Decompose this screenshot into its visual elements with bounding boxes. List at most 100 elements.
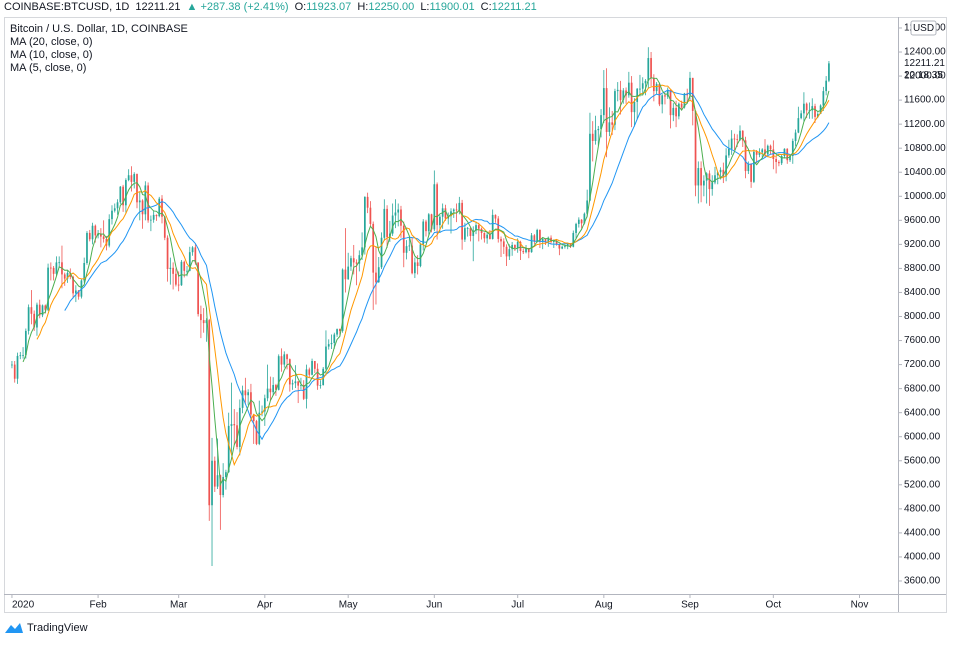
candle-body bbox=[689, 77, 691, 96]
candle-body bbox=[11, 364, 13, 366]
candle-body bbox=[41, 305, 44, 316]
candle-body bbox=[764, 149, 766, 155]
symbol: COINBASE:BTCUSD, 1D bbox=[4, 1, 130, 13]
candle-body bbox=[530, 235, 533, 253]
candle-body bbox=[119, 186, 122, 203]
candle-body bbox=[633, 101, 636, 113]
candle-body bbox=[55, 262, 58, 274]
candle-body bbox=[778, 162, 780, 164]
candle-body bbox=[394, 212, 397, 216]
candle-body bbox=[341, 269, 344, 331]
candle-body bbox=[38, 304, 41, 316]
candle-body bbox=[277, 356, 280, 390]
candle-body bbox=[539, 229, 541, 242]
candle-body bbox=[313, 360, 316, 369]
x-tick-label: Apr bbox=[257, 600, 273, 611]
candle-body bbox=[291, 383, 294, 385]
open-value: 11923.07 bbox=[306, 1, 352, 13]
candle-body bbox=[439, 216, 441, 226]
candle-body bbox=[44, 305, 47, 310]
candle-body bbox=[641, 83, 644, 89]
candle-body bbox=[77, 290, 80, 297]
candle-body bbox=[761, 149, 764, 153]
y-tick-label: 8800.00 bbox=[904, 263, 941, 274]
candle-body bbox=[30, 307, 33, 314]
candle-body bbox=[88, 232, 91, 240]
candle-body bbox=[436, 184, 438, 226]
candle-body bbox=[519, 241, 522, 251]
candle-body bbox=[205, 320, 208, 324]
y-tick-label: 3600.00 bbox=[904, 576, 941, 587]
candle-body bbox=[700, 168, 702, 186]
candle-body bbox=[247, 392, 250, 396]
open-label: O: bbox=[294, 1, 307, 13]
candle-body bbox=[16, 355, 19, 379]
x-tick-label: Nov bbox=[851, 600, 869, 611]
candle-body bbox=[452, 209, 455, 212]
legend-entry: MA (5, close, 0) bbox=[10, 62, 87, 74]
candle-body bbox=[280, 356, 283, 365]
last-price-label: 12211.21 bbox=[904, 58, 945, 69]
candle-body bbox=[775, 159, 777, 163]
candle-body bbox=[794, 132, 797, 141]
candle-body bbox=[344, 269, 347, 280]
candle-body bbox=[350, 258, 352, 267]
currency-badge bbox=[910, 20, 937, 36]
candle-body bbox=[152, 214, 155, 220]
candle-body bbox=[241, 390, 244, 408]
candle-body bbox=[144, 185, 147, 215]
candle-body bbox=[272, 385, 275, 393]
candle-body bbox=[116, 202, 119, 209]
candle-body bbox=[216, 475, 219, 487]
candle-body bbox=[130, 175, 133, 182]
moving-average bbox=[64, 89, 830, 441]
candle-body bbox=[294, 381, 297, 384]
legend-entry: MA (10, close, 0) bbox=[10, 49, 93, 61]
close-label: C: bbox=[480, 1, 492, 13]
candle-body bbox=[150, 219, 152, 221]
candle-body bbox=[719, 169, 722, 173]
candle-body bbox=[347, 266, 350, 280]
candle-body bbox=[464, 228, 466, 240]
candle-body bbox=[608, 122, 611, 132]
candle-body bbox=[227, 425, 230, 473]
candle-body bbox=[547, 237, 550, 242]
candle-body bbox=[400, 209, 402, 226]
header: COINBASE:BTCUSD, 1D 12211.21 ▲ +287.38 (… bbox=[4, 1, 540, 13]
change: ▲ +287.38 (+2.41%) bbox=[186, 1, 289, 13]
y-tick-label: 10800.00 bbox=[904, 143, 946, 154]
candle-body bbox=[127, 175, 130, 181]
candle-body bbox=[155, 214, 158, 217]
candle-body bbox=[797, 118, 800, 133]
y-tick-label: 8400.00 bbox=[904, 287, 941, 298]
candle-body bbox=[583, 213, 586, 224]
candle-body bbox=[486, 234, 488, 239]
candle-body bbox=[194, 247, 197, 263]
candle-body bbox=[252, 414, 255, 422]
candle-body bbox=[366, 196, 369, 208]
high-label: H: bbox=[357, 1, 369, 13]
candle-body bbox=[269, 388, 272, 393]
candle-body bbox=[527, 247, 530, 253]
candle-body bbox=[275, 385, 277, 390]
y-tick-label: 11200.00 bbox=[904, 119, 945, 130]
candle-body bbox=[397, 209, 400, 213]
candle-body bbox=[425, 221, 427, 232]
candle-body bbox=[211, 460, 213, 506]
candle-body bbox=[422, 221, 425, 245]
candle-body bbox=[266, 388, 269, 399]
candle-body bbox=[233, 424, 236, 426]
candle-body bbox=[133, 174, 136, 182]
candle-body bbox=[52, 267, 55, 274]
candle-body bbox=[733, 138, 736, 140]
moving-average bbox=[22, 77, 830, 487]
candle-body bbox=[769, 145, 772, 150]
candle-body bbox=[541, 238, 544, 242]
chart-frame bbox=[4, 17, 947, 613]
candle-body bbox=[675, 107, 677, 117]
candle-body bbox=[650, 58, 652, 78]
candle-body bbox=[500, 238, 502, 242]
candle-body bbox=[678, 103, 680, 117]
candle-body bbox=[636, 88, 639, 102]
